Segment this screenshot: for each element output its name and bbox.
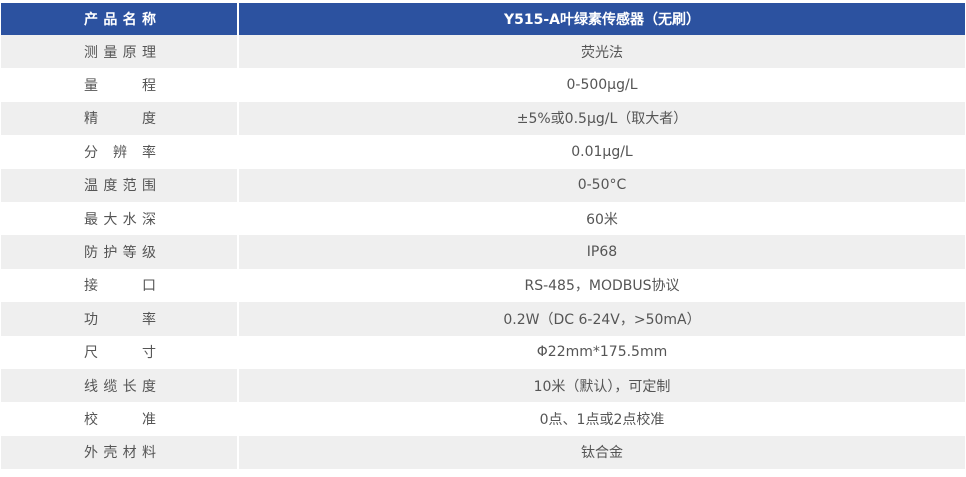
- row-label: 接口: [84, 278, 156, 295]
- row-value: 0-500μg/L: [239, 68, 965, 102]
- row-value: 0点、1点或2点校准: [239, 402, 965, 436]
- row-label: 最大水深: [84, 211, 156, 228]
- row-label-cell: 分辨率: [1, 135, 237, 169]
- table-row: 分辨率 0.01μg/L: [1, 135, 965, 169]
- row-label-cell: 功率: [1, 302, 237, 336]
- row-label: 测量原理: [84, 44, 156, 61]
- row-value: 0.2W（DC 6-24V，>50mA）: [239, 302, 965, 336]
- row-label: 量程: [84, 78, 156, 95]
- row-label-cell: 测量原理: [1, 35, 237, 69]
- table-row: 尺寸 Φ22mm*175.5mm: [1, 335, 965, 369]
- row-label: 线缆长度: [84, 378, 156, 395]
- header-label: 产品名称: [84, 12, 156, 28]
- row-label: 外壳材料: [84, 445, 156, 462]
- row-label: 温度范围: [84, 178, 156, 195]
- row-label-cell: 最大水深: [1, 201, 237, 236]
- table-header-row: 产品名称 Y515-A叶绿素传感器（无刷）: [1, 3, 965, 35]
- row-value: ±5%或0.5μg/L（取大者）: [239, 101, 965, 136]
- table-row: 功率 0.2W（DC 6-24V，>50mA）: [1, 302, 965, 336]
- row-label-cell: 尺寸: [1, 335, 237, 369]
- row-value: 钛合金: [239, 435, 965, 470]
- row-label: 分辨率: [84, 144, 156, 161]
- row-label-cell: 校准: [1, 402, 237, 436]
- row-label-cell: 精度: [1, 101, 237, 136]
- table-row: 测量原理 荧光法: [1, 35, 965, 69]
- row-label-cell: 接口: [1, 268, 237, 303]
- row-value: RS-485，MODBUS协议: [239, 268, 965, 303]
- table-row: 线缆长度 10米（默认），可定制: [1, 368, 965, 403]
- spec-table: 产品名称 Y515-A叶绿素传感器（无刷） 测量原理 荧光法量程 0-500μg/L…: [0, 3, 966, 470]
- header-label-cell: 产品名称: [1, 3, 237, 35]
- row-label: 校准: [84, 411, 156, 428]
- row-label: 防护等级: [84, 245, 156, 262]
- table-row: 量程 0-500μg/L: [1, 68, 965, 102]
- row-label: 精度: [84, 111, 156, 128]
- row-value: 荧光法: [239, 35, 965, 69]
- row-value: 60米: [239, 201, 965, 236]
- table-row: 接口 RS-485，MODBUS协议: [1, 268, 965, 303]
- table-row: 防护等级 IP68: [1, 235, 965, 269]
- row-value: 0.01μg/L: [239, 135, 965, 169]
- row-value: IP68: [239, 235, 965, 269]
- row-value: Φ22mm*175.5mm: [239, 335, 965, 369]
- row-label: 功率: [84, 311, 156, 328]
- table-row: 校准 0点、1点或2点校准: [1, 402, 965, 436]
- row-label-cell: 温度范围: [1, 168, 237, 202]
- table-row: 最大水深 60米: [1, 201, 965, 236]
- table-row: 温度范围 0-50°C: [1, 168, 965, 202]
- table-row: 精度 ±5%或0.5μg/L（取大者）: [1, 101, 965, 136]
- row-label-cell: 防护等级: [1, 235, 237, 269]
- row-label-cell: 外壳材料: [1, 435, 237, 470]
- row-value: 0-50°C: [239, 168, 965, 202]
- table-row: 外壳材料 钛合金: [1, 435, 965, 470]
- row-label-cell: 量程: [1, 68, 237, 102]
- row-value: 10米（默认），可定制: [239, 368, 965, 403]
- row-label-cell: 线缆长度: [1, 368, 237, 403]
- header-value: Y515-A叶绿素传感器（无刷）: [239, 3, 965, 35]
- row-label: 尺寸: [84, 345, 156, 362]
